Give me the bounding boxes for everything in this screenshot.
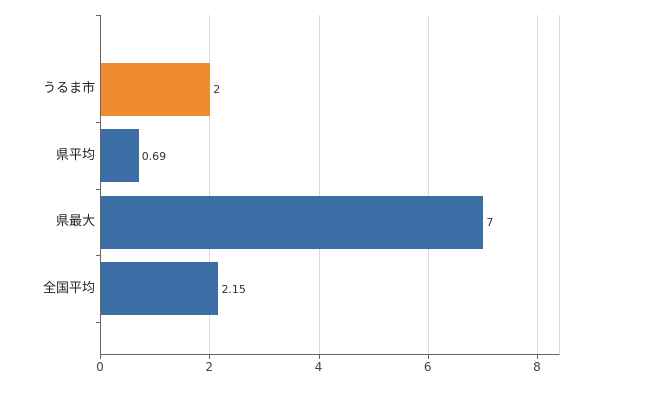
x-tick-label: 2 xyxy=(205,360,214,374)
bar-value-label: 2 xyxy=(213,83,221,96)
x-axis-tick xyxy=(537,355,538,359)
y-axis-tick xyxy=(96,188,100,190)
bar-value-label: 2.15 xyxy=(221,282,246,296)
x-tick-label: 8 xyxy=(533,360,541,374)
bar-value-label: 0.69 xyxy=(141,149,167,163)
y-axis-tick xyxy=(96,122,100,123)
x-axis-tick xyxy=(209,355,211,359)
gridline xyxy=(427,15,429,354)
category-label: 県最大 xyxy=(55,214,95,229)
gridline xyxy=(318,15,320,354)
bar xyxy=(101,62,211,116)
y-axis-tick xyxy=(96,255,100,256)
bar xyxy=(101,195,484,249)
y-axis-tick xyxy=(96,15,100,16)
plot-area xyxy=(100,15,560,355)
x-tick-label: 6 xyxy=(423,360,432,374)
x-tick-label: 4 xyxy=(314,360,323,374)
bar xyxy=(101,129,139,182)
category-label: うるま市 xyxy=(42,81,95,96)
x-axis-tick xyxy=(427,355,429,359)
y-axis-tick xyxy=(96,321,100,323)
category-label: 県平均 xyxy=(55,147,95,163)
category-label: 全国平均 xyxy=(42,280,95,296)
gridline xyxy=(537,15,538,354)
bar xyxy=(101,262,219,315)
bar-value-label: 7 xyxy=(486,216,494,229)
x-axis-tick xyxy=(100,355,101,359)
x-tick-label: 0 xyxy=(96,360,104,374)
x-axis-tick xyxy=(318,355,320,359)
gridline xyxy=(209,15,211,354)
